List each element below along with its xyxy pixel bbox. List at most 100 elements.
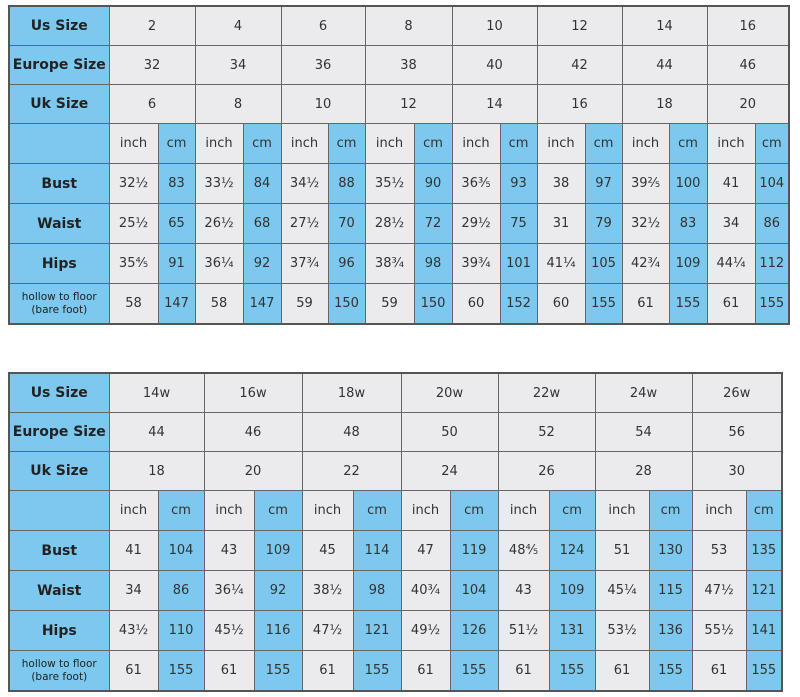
hollow-cm-cell: 147 (242, 283, 282, 325)
europe-size-cell: 36 (280, 45, 366, 85)
unit-cm: cm (352, 490, 402, 531)
us-size-cell: 14 (621, 5, 708, 46)
unit-inch: inch (497, 490, 550, 531)
waist-inch-cell: 29½ (451, 203, 501, 244)
hips-cm-cell: 91 (157, 243, 196, 284)
europe-size-cell: 44 (621, 45, 708, 85)
row-hollow: hollow to floor (bare foot) 58 147 58 147 59 1… (8, 283, 790, 325)
row-waist: Waist 25½ 65 26½ 68 27½ 70 28½ 72 29½ 75 31 79 32½ 83 3… (8, 203, 790, 244)
unit-cm: cm (499, 123, 538, 164)
bust-inch-cell: 51 (594, 530, 650, 571)
unit-inch: inch (203, 490, 255, 531)
us-size-cell: 6 (280, 5, 366, 46)
unit-inch: inch (400, 490, 451, 531)
bust-cm-cell: 97 (584, 163, 623, 204)
row-uk: Uk Size 18 20 22 24 26 28 30 (8, 451, 783, 491)
waist-inch-cell: 28½ (364, 203, 415, 244)
bust-inch-cell: 36⅗ (451, 163, 501, 204)
waist-cm-cell: 115 (648, 570, 693, 611)
hollow-inch-cell: 58 (194, 283, 244, 325)
row-hollow: hollow to floor (bare foot) 61 155 61 155 61 1… (8, 650, 783, 692)
hips-inch-cell: 37¾ (280, 243, 329, 284)
uk-size-cell: 12 (364, 84, 453, 124)
hollow-cm-cell: 152 (499, 283, 538, 325)
row-label-uk: Uk Size (8, 451, 110, 491)
hips-inch-cell: 39¾ (451, 243, 501, 284)
waist-inch-cell: 27½ (280, 203, 329, 244)
waist-inch-cell: 34 (706, 203, 756, 244)
uk-size-cell: 16 (536, 84, 623, 124)
waist-cm-cell: 68 (242, 203, 282, 244)
unit-inch: inch (536, 123, 586, 164)
bust-inch-cell: 45 (301, 530, 354, 571)
hips-inch-cell: 53½ (594, 610, 650, 651)
size-chart-table-plus: Us Size 14w 16w 18w 20w 22w 24w 26w Europe Size 4… (8, 372, 783, 692)
row-units: inch cm inch cm inch cm inch cm inch cm inch cm inch… (8, 123, 790, 164)
hips-inch-cell: 47½ (301, 610, 354, 651)
waist-cm-cell: 70 (327, 203, 366, 244)
hips-inch-cell: 38¾ (364, 243, 415, 284)
hollow-inch-cell: 61 (691, 650, 747, 692)
hollow-inch-cell: 61 (301, 650, 354, 692)
uk-size-cell: 20 (706, 84, 790, 124)
hips-inch-cell: 49½ (400, 610, 451, 651)
row-hips: Hips 35⅘ 91 36¼ 92 37¾ 96 38¾ 98 39¾ 101 41¼ 105 42¾ 1… (8, 243, 790, 284)
hips-inch-cell: 36¼ (194, 243, 244, 284)
waist-cm-cell: 86 (157, 570, 205, 611)
hollow-inch-cell: 61 (706, 283, 756, 325)
hollow-inch-cell: 61 (497, 650, 550, 692)
us-size-cell: 24w (594, 372, 693, 413)
hollow-cm-cell: 155 (253, 650, 303, 692)
waist-cm-cell: 92 (253, 570, 303, 611)
us-size-cell: 14w (108, 372, 205, 413)
hollow-cm-cell: 150 (327, 283, 366, 325)
hollow-inch-cell: 60 (536, 283, 586, 325)
unit-cm: cm (754, 123, 790, 164)
waist-inch-cell: 26½ (194, 203, 244, 244)
hips-cm-cell: 131 (548, 610, 596, 651)
unit-cm: cm (584, 123, 623, 164)
us-size-cell: 8 (364, 5, 453, 46)
hips-inch-cell: 45½ (203, 610, 255, 651)
unit-cm: cm (449, 490, 499, 531)
bust-cm-cell: 114 (352, 530, 402, 571)
hollow-inch-cell: 61 (203, 650, 255, 692)
row-us: Us Size 14w 16w 18w 20w 22w 24w 26w (8, 372, 783, 413)
row-label-hollow: hollow to floor (bare foot) (8, 283, 110, 325)
hollow-inch-cell: 61 (400, 650, 451, 692)
hollow-cm-cell: 155 (352, 650, 402, 692)
waist-cm-cell: 79 (584, 203, 623, 244)
uk-size-cell: 22 (301, 451, 402, 491)
hollow-cm-cell: 155 (668, 283, 708, 325)
row-waist: Waist 34 86 36¼ 92 38½ 98 40¾ 104 43 109 45¼ 115 47½ 1… (8, 570, 783, 611)
row-label-hips: Hips (8, 610, 110, 651)
row-label-units (8, 123, 110, 164)
hips-cm-cell: 116 (253, 610, 303, 651)
bust-cm-cell: 135 (745, 530, 783, 571)
row-label-waist: Waist (8, 203, 110, 244)
europe-size-cell: 54 (594, 412, 693, 452)
bust-cm-cell: 84 (242, 163, 282, 204)
hips-cm-cell: 121 (352, 610, 402, 651)
row-label-us: Us Size (8, 5, 110, 46)
hollow-cm-cell: 150 (413, 283, 453, 325)
hips-cm-cell: 136 (648, 610, 693, 651)
waist-inch-cell: 43 (497, 570, 550, 611)
bust-inch-cell: 33½ (194, 163, 244, 204)
bust-cm-cell: 100 (668, 163, 708, 204)
waist-inch-cell: 36¼ (203, 570, 255, 611)
waist-cm-cell: 65 (157, 203, 196, 244)
row-europe: Europe Size 32 34 36 38 40 42 44 46 (8, 45, 790, 85)
bust-cm-cell: 124 (548, 530, 596, 571)
hips-inch-cell: 41¼ (536, 243, 586, 284)
us-size-cell: 10 (451, 5, 538, 46)
unit-inch: inch (301, 490, 354, 531)
hollow-inch-cell: 60 (451, 283, 501, 325)
waist-inch-cell: 47½ (691, 570, 747, 611)
waist-inch-cell: 31 (536, 203, 586, 244)
hips-inch-cell: 44¼ (706, 243, 756, 284)
hips-inch-cell: 51½ (497, 610, 550, 651)
unit-cm: cm (648, 490, 693, 531)
row-label-hips: Hips (8, 243, 110, 284)
row-label-bust: Bust (8, 530, 110, 571)
